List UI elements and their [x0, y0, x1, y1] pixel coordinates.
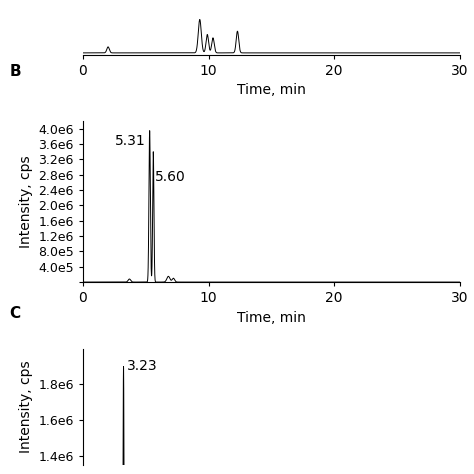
Text: C: C — [9, 306, 20, 321]
Text: 3.23: 3.23 — [127, 359, 157, 374]
X-axis label: Time, min: Time, min — [237, 83, 306, 97]
Text: B: B — [9, 64, 21, 79]
Y-axis label: Intensity, cps: Intensity, cps — [18, 155, 33, 248]
Text: 5.31: 5.31 — [115, 134, 145, 148]
X-axis label: Time, min: Time, min — [237, 310, 306, 325]
Y-axis label: Intensity, cps: Intensity, cps — [19, 360, 33, 453]
Text: 5.60: 5.60 — [155, 170, 186, 184]
